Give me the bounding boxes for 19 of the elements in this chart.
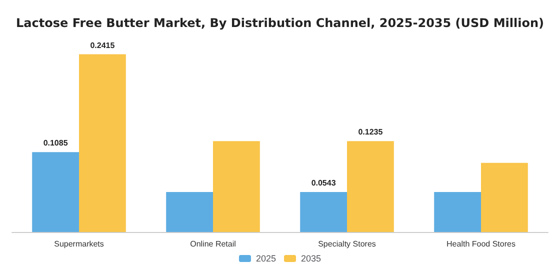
data-label: 0.2415 bbox=[90, 40, 116, 50]
bar bbox=[300, 192, 347, 232]
data-label: 0.0543 bbox=[311, 178, 336, 188]
legend-label: 2035 bbox=[301, 254, 322, 264]
x-tick-label: Online Retail bbox=[190, 240, 236, 248]
x-tick-label: Supermarkets bbox=[54, 240, 104, 248]
bar bbox=[213, 141, 260, 232]
bar bbox=[347, 141, 394, 232]
bar bbox=[32, 152, 79, 232]
bar bbox=[166, 192, 213, 232]
bar bbox=[434, 192, 481, 232]
data-label: 0.1235 bbox=[358, 128, 384, 137]
legend-label: 2025 bbox=[256, 254, 276, 264]
x-tick-label: Specialty Stores bbox=[318, 240, 376, 248]
x-tick-label: Health Food Stores bbox=[446, 240, 516, 248]
bar bbox=[79, 54, 126, 232]
chart-title: Lactose Free Butter Market, By Distribution Channel, 2025-2035 (USD Million) bbox=[16, 16, 544, 30]
data-label: 0.1085 bbox=[43, 138, 68, 148]
bar bbox=[481, 162, 528, 232]
